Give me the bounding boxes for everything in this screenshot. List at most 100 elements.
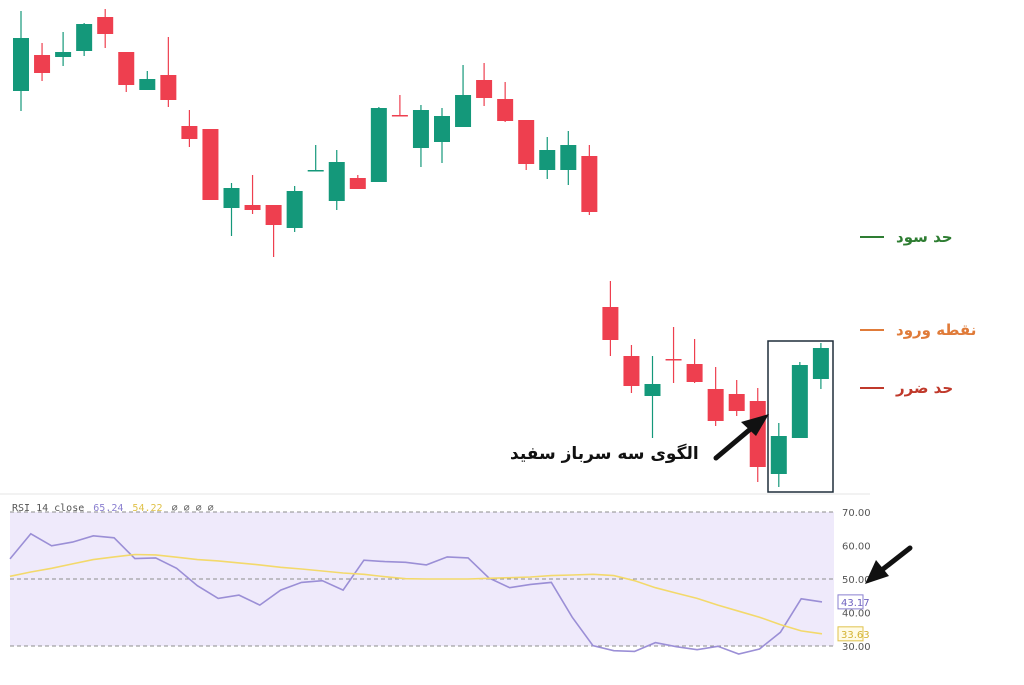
candle-body — [434, 116, 450, 142]
candle-body — [707, 389, 724, 421]
candle — [139, 71, 156, 90]
candle-body — [812, 348, 829, 379]
candle — [160, 37, 177, 107]
entry-point-label: نقطه ورود — [896, 321, 977, 339]
candle — [455, 65, 472, 127]
candle-body — [97, 17, 114, 34]
candle — [539, 137, 556, 179]
rsi-tick-label: 70.00 — [842, 508, 871, 519]
candle — [623, 345, 640, 393]
candle — [370, 107, 387, 182]
candle — [749, 388, 766, 482]
candle — [812, 343, 829, 389]
candle — [13, 11, 29, 111]
candle-body — [686, 364, 703, 382]
candle-body — [223, 188, 240, 208]
rsi-line — [9, 532, 823, 655]
candle-body — [34, 55, 51, 73]
candle — [76, 23, 93, 56]
candle — [118, 52, 135, 92]
candle — [97, 9, 114, 48]
candlestick-chart — [13, 9, 829, 487]
candle-body — [13, 38, 29, 91]
pattern-arrow — [713, 414, 769, 461]
candle — [202, 129, 219, 200]
candle-body — [76, 24, 93, 51]
candle-body — [665, 359, 682, 361]
candle-body — [602, 307, 619, 340]
candle-body — [349, 178, 366, 189]
candle — [181, 110, 198, 147]
candle-body — [623, 356, 640, 386]
candle — [644, 356, 661, 438]
candle-body — [160, 75, 177, 100]
candle — [665, 327, 682, 383]
rsi-tick-label: 30.00 — [842, 642, 871, 653]
pattern-highlight-box — [767, 340, 834, 493]
candle — [244, 175, 261, 214]
take-profit-legend: حد سود — [860, 228, 953, 246]
candle — [602, 281, 619, 356]
rsi-tick-label: 40.00 — [842, 609, 871, 620]
rsi-value-tag — [837, 626, 864, 642]
candle-body — [370, 108, 387, 182]
candle-body — [518, 120, 535, 164]
candle-body — [728, 394, 745, 411]
candle-body — [476, 80, 493, 98]
candle-body — [539, 150, 556, 170]
entry-point-legend: نقطه ورود — [860, 321, 976, 339]
rsi-header: RSI 14 close 65.24 54.22 ∅ ∅ ∅ ∅ — [12, 503, 217, 514]
candle — [265, 205, 282, 257]
candle-body — [307, 170, 324, 172]
candle — [560, 131, 577, 185]
candle — [434, 108, 450, 163]
stop-loss-line-sample — [860, 387, 884, 389]
candle — [328, 150, 345, 210]
candle — [476, 63, 493, 106]
candle — [581, 145, 598, 215]
candle-body — [497, 99, 514, 121]
candle-body — [181, 126, 198, 139]
candle-body — [391, 115, 408, 117]
candle-body — [286, 191, 303, 228]
take-profit-label: حد سود — [896, 228, 953, 246]
candle-body — [791, 365, 808, 438]
rsi-indicator-pane: 70.00 60.00 50.00 40.00 30.00 43.17 33.63 — [9, 508, 871, 655]
candle-body — [770, 436, 787, 474]
candle-body — [139, 79, 156, 90]
stop-loss-legend: حد ضرر — [860, 379, 953, 397]
candle-body — [55, 52, 72, 57]
candle-body — [412, 110, 429, 148]
candle — [497, 82, 514, 122]
candle-body — [749, 401, 766, 467]
candle — [686, 339, 703, 383]
take-profit-line-sample — [860, 236, 884, 238]
rsi-tick-label: 50.00 — [842, 575, 871, 586]
candle — [349, 175, 366, 189]
candle-body — [455, 95, 472, 127]
candle — [791, 362, 808, 438]
candle-body — [244, 205, 261, 210]
candle-body — [265, 205, 282, 225]
candle — [728, 380, 745, 416]
candle-body — [202, 129, 219, 200]
rsi-indicator-name: RSI 14 close — [12, 503, 85, 514]
rsi-value: 65.24 — [93, 503, 124, 514]
candle-body — [560, 145, 577, 170]
candle — [770, 423, 787, 487]
rsi-value-tag-text: 33.63 — [841, 630, 870, 641]
rsi-value-tag-text: 43.17 — [841, 598, 870, 609]
candle — [286, 186, 303, 232]
pattern-label: الگوی سه سرباز سفید — [510, 444, 699, 464]
candle-body — [328, 162, 345, 201]
rsi-ma-value: 54.22 — [132, 503, 163, 514]
stop-loss-label: حد ضرر — [896, 379, 954, 397]
candle — [391, 95, 408, 117]
candle — [412, 105, 429, 167]
rsi-arrow — [865, 545, 913, 584]
rsi-header-extra: ∅ ∅ ∅ ∅ — [171, 503, 214, 514]
rsi-ma-line — [9, 553, 823, 635]
rsi-value-tag — [837, 594, 864, 610]
candle — [223, 183, 240, 236]
